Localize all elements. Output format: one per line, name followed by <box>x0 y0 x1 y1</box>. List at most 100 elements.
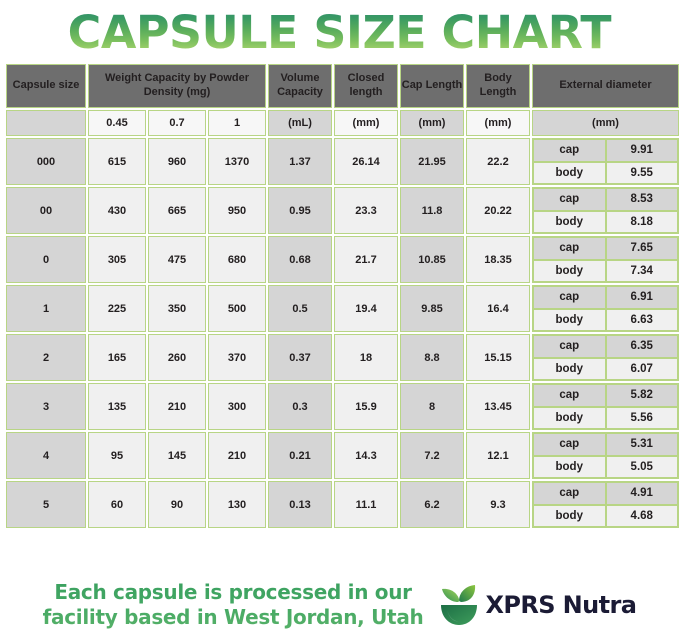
table-row: 0 305 475 680 0.68 21.7 10.85 18.35 cap … <box>6 236 679 283</box>
cell-weight-1: 680 <box>208 236 266 283</box>
ext-body-row: body 8.18 <box>533 210 678 233</box>
cell-closed-length: 11.1 <box>334 481 398 528</box>
cell-weight-045: 225 <box>88 285 146 332</box>
cell-cap-length: 9.85 <box>400 285 464 332</box>
table-header-row: Capsule size Weight Capacity by Powder D… <box>6 64 679 108</box>
ext-cap-value: 5.82 <box>605 384 678 407</box>
unit-external-diameter: (mm) <box>532 110 679 136</box>
cell-volume: 0.13 <box>268 481 332 528</box>
cell-weight-1: 950 <box>208 187 266 234</box>
cell-volume: 0.21 <box>268 432 332 479</box>
table-section: Capsule size Weight Capacity by Powder D… <box>0 62 679 530</box>
ext-cap-row: cap 6.35 <box>533 335 678 358</box>
cell-cap-length: 8 <box>400 383 464 430</box>
header-closed-length: Closed length <box>334 64 398 108</box>
table-row: 1 225 350 500 0.5 19.4 9.85 16.4 cap 6.9… <box>6 285 679 332</box>
cell-external-diameter: cap 9.91 body 9.55 <box>532 138 679 185</box>
footer-line-1: Each capsule is processed in our <box>54 580 412 604</box>
ext-cap-row: cap 9.91 <box>533 139 678 162</box>
ext-cap-label: cap <box>533 139 606 162</box>
unit-volume-capacity: (mL) <box>268 110 332 136</box>
ext-cap-value: 8.53 <box>605 188 678 211</box>
ext-body-label: body <box>533 210 606 233</box>
ext-body-label: body <box>533 357 606 380</box>
cell-closed-length: 23.3 <box>334 187 398 234</box>
cell-cap-length: 21.95 <box>400 138 464 185</box>
header-body-length: Body Length <box>466 64 530 108</box>
header-volume-capacity: Volume Capacity <box>268 64 332 108</box>
cell-external-diameter: cap 5.31 body 5.05 <box>532 432 679 479</box>
ext-cap-value: 6.35 <box>605 335 678 358</box>
cell-weight-045: 165 <box>88 334 146 381</box>
ext-body-value: 5.05 <box>605 455 678 478</box>
external-diameter-subtable: cap 6.35 body 6.07 <box>533 335 678 380</box>
cell-volume: 0.3 <box>268 383 332 430</box>
ext-body-row: body 9.55 <box>533 161 678 184</box>
cell-volume: 0.5 <box>268 285 332 332</box>
cell-volume: 0.68 <box>268 236 332 283</box>
table-row: 00 430 665 950 0.95 23.3 11.8 20.22 cap … <box>6 187 679 234</box>
ext-cap-label: cap <box>533 237 606 260</box>
cell-capsule-size: 5 <box>6 481 86 528</box>
ext-cap-value: 5.31 <box>605 433 678 456</box>
unit-capsule-size <box>6 110 86 136</box>
ext-body-label: body <box>533 504 606 527</box>
cell-closed-length: 14.3 <box>334 432 398 479</box>
brand-name: XPRS Nutra <box>485 591 637 619</box>
mortar-and-leaves-icon <box>441 585 478 625</box>
cell-external-diameter: cap 5.82 body 5.56 <box>532 383 679 430</box>
header-weight-capacity: Weight Capacity by Powder Density (mg) <box>88 64 266 108</box>
cell-external-diameter: cap 6.91 body 6.63 <box>532 285 679 332</box>
cell-body-length: 15.15 <box>466 334 530 381</box>
cell-cap-length: 6.2 <box>400 481 464 528</box>
ext-body-label: body <box>533 259 606 282</box>
cell-weight-045: 135 <box>88 383 146 430</box>
cell-weight-07: 145 <box>148 432 206 479</box>
cell-weight-045: 95 <box>88 432 146 479</box>
cell-weight-045: 615 <box>88 138 146 185</box>
table-row: 4 95 145 210 0.21 14.3 7.2 12.1 cap 5.31 <box>6 432 679 479</box>
external-diameter-subtable: cap 6.91 body 6.63 <box>533 286 678 331</box>
ext-body-value: 5.56 <box>605 406 678 429</box>
cell-external-diameter: cap 6.35 body 6.07 <box>532 334 679 381</box>
ext-cap-label: cap <box>533 286 606 309</box>
cell-cap-length: 11.8 <box>400 187 464 234</box>
footer-section: Each capsule is processed in our facilit… <box>0 570 679 640</box>
unit-density-1: 1 <box>208 110 266 136</box>
external-diameter-subtable: cap 5.82 body 5.56 <box>533 384 678 429</box>
ext-body-row: body 7.34 <box>533 259 678 282</box>
cell-closed-length: 21.7 <box>334 236 398 283</box>
ext-body-row: body 6.63 <box>533 308 678 331</box>
table-row: 5 60 90 130 0.13 11.1 6.2 9.3 cap 4.91 <box>6 481 679 528</box>
cell-weight-1: 300 <box>208 383 266 430</box>
cell-weight-1: 370 <box>208 334 266 381</box>
cell-weight-1: 500 <box>208 285 266 332</box>
ext-body-row: body 4.68 <box>533 504 678 527</box>
ext-cap-label: cap <box>533 482 606 505</box>
cell-weight-1: 1370 <box>208 138 266 185</box>
cell-weight-07: 475 <box>148 236 206 283</box>
cell-weight-07: 260 <box>148 334 206 381</box>
unit-body-length: (mm) <box>466 110 530 136</box>
page-title: CAPSULE SIZE CHART <box>67 5 612 59</box>
cell-body-length: 22.2 <box>466 138 530 185</box>
ext-body-label: body <box>533 308 606 331</box>
ext-cap-label: cap <box>533 384 606 407</box>
cell-body-length: 16.4 <box>466 285 530 332</box>
cell-capsule-size: 2 <box>6 334 86 381</box>
table-row: 2 165 260 370 0.37 18 8.8 15.15 cap 6.35 <box>6 334 679 381</box>
cell-volume: 1.37 <box>268 138 332 185</box>
ext-cap-label: cap <box>533 433 606 456</box>
cell-body-length: 9.3 <box>466 481 530 528</box>
cell-volume: 0.37 <box>268 334 332 381</box>
cell-closed-length: 15.9 <box>334 383 398 430</box>
ext-body-row: body 6.07 <box>533 357 678 380</box>
cell-external-diameter: cap 7.65 body 7.34 <box>532 236 679 283</box>
cell-volume: 0.95 <box>268 187 332 234</box>
ext-body-label: body <box>533 161 606 184</box>
external-diameter-subtable: cap 5.31 body 5.05 <box>533 433 678 478</box>
cell-cap-length: 7.2 <box>400 432 464 479</box>
header-cap-length: Cap Length <box>400 64 464 108</box>
cell-weight-1: 130 <box>208 481 266 528</box>
